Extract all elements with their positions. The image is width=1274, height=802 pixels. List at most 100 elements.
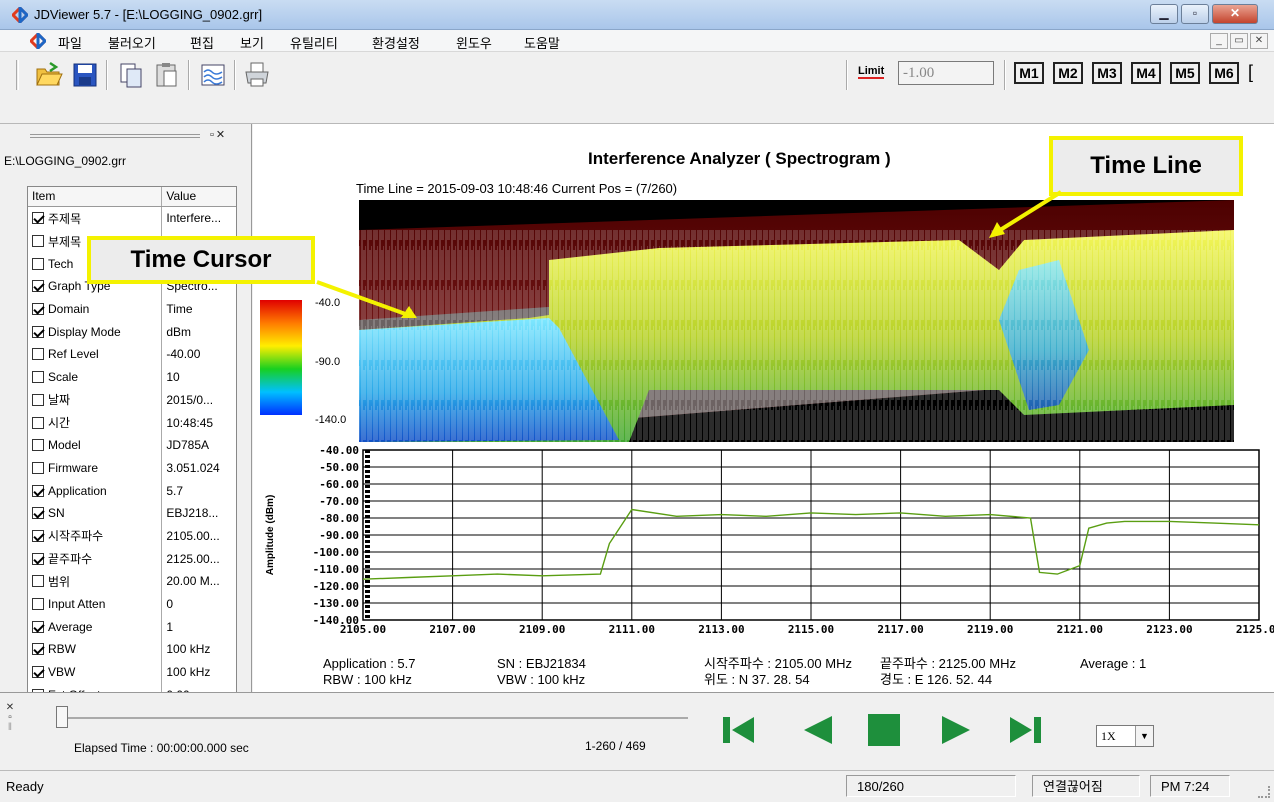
step-back-icon[interactable] bbox=[800, 713, 836, 747]
property-row[interactable]: Average 1 bbox=[28, 615, 236, 639]
open-folder-icon[interactable] bbox=[34, 60, 64, 90]
property-row[interactable]: Firmware 3.051.024 bbox=[28, 456, 236, 480]
property-checkbox[interactable] bbox=[32, 666, 44, 679]
property-checkbox[interactable] bbox=[32, 348, 44, 361]
copy-icon[interactable] bbox=[116, 60, 146, 90]
property-label: RBW bbox=[48, 642, 76, 657]
play-icon[interactable] bbox=[938, 713, 974, 747]
time-slider-track[interactable] bbox=[60, 717, 688, 719]
property-row[interactable]: SN EBJ218... bbox=[28, 501, 236, 525]
menu-settings[interactable]: 환경설정 bbox=[372, 36, 420, 51]
property-row[interactable]: 시작주파수 2105.00... bbox=[28, 524, 236, 548]
mdi-close-button[interactable]: ✕ bbox=[1250, 33, 1268, 49]
property-checkbox[interactable] bbox=[32, 393, 44, 406]
speed-value: 1X bbox=[1101, 729, 1116, 743]
mdi-restore-button[interactable]: ▭ bbox=[1230, 33, 1248, 49]
property-value: 0.00 bbox=[162, 683, 236, 692]
paste-icon[interactable] bbox=[152, 60, 182, 90]
property-checkbox[interactable] bbox=[32, 461, 44, 474]
time-marker-tick bbox=[365, 450, 370, 453]
spectrogram-3d[interactable] bbox=[359, 200, 1234, 442]
property-checkbox[interactable] bbox=[32, 643, 44, 656]
menu-import[interactable]: 불러오기 bbox=[108, 36, 156, 51]
property-checkbox[interactable] bbox=[32, 507, 44, 520]
minimize-button[interactable]: ▁ bbox=[1150, 4, 1178, 24]
time-line-callout: Time Line bbox=[1049, 136, 1243, 196]
property-checkbox[interactable] bbox=[32, 439, 44, 452]
property-row[interactable]: 날짜 2015/0... bbox=[28, 388, 236, 412]
property-checkbox[interactable] bbox=[32, 280, 44, 293]
property-checkbox[interactable] bbox=[32, 529, 44, 542]
property-row[interactable]: 시간 10:48:45 bbox=[28, 411, 236, 434]
property-checkbox[interactable] bbox=[32, 235, 44, 248]
toolbar-separator bbox=[234, 60, 236, 90]
print-icon[interactable] bbox=[242, 60, 272, 90]
marker-m2-button[interactable]: M2 bbox=[1053, 62, 1083, 84]
skip-first-icon[interactable] bbox=[720, 713, 756, 747]
menu-window[interactable]: 윈도우 bbox=[456, 36, 492, 51]
property-row[interactable]: Domain Time bbox=[28, 297, 236, 321]
panel-controls[interactable]: ▫✕ bbox=[210, 129, 228, 141]
time-slider-thumb[interactable] bbox=[56, 706, 68, 728]
property-row[interactable]: Ext Offset 0.00 bbox=[28, 683, 236, 692]
time-marker-tick bbox=[365, 455, 370, 458]
property-checkbox[interactable] bbox=[32, 303, 44, 316]
menu-help[interactable]: 도움말 bbox=[524, 36, 560, 51]
property-row[interactable]: VBW 100 kHz bbox=[28, 660, 236, 684]
property-row[interactable]: Scale 10 bbox=[28, 365, 236, 389]
property-checkbox[interactable] bbox=[32, 257, 44, 270]
property-checkbox[interactable] bbox=[32, 598, 44, 611]
menu-view[interactable]: 보기 bbox=[240, 36, 264, 51]
maximize-button[interactable]: ▫ bbox=[1181, 4, 1209, 24]
stop-icon[interactable] bbox=[866, 713, 902, 747]
property-checkbox[interactable] bbox=[32, 552, 44, 565]
property-checkbox[interactable] bbox=[32, 325, 44, 338]
property-row[interactable]: Display Mode dBm bbox=[28, 320, 236, 344]
menu-file[interactable]: 파일 bbox=[58, 36, 82, 51]
property-item: Tech bbox=[28, 252, 163, 276]
marker-m6-button[interactable]: M6 bbox=[1209, 62, 1239, 84]
property-row[interactable]: Application 5.7 bbox=[28, 479, 236, 502]
resize-grip[interactable] bbox=[1258, 786, 1270, 798]
property-row[interactable]: RBW 100 kHz bbox=[28, 638, 236, 661]
property-row[interactable]: 주제목 Interfere... bbox=[28, 207, 236, 230]
property-checkbox[interactable] bbox=[32, 484, 44, 497]
property-checkbox[interactable] bbox=[32, 620, 44, 633]
chevron-down-icon[interactable]: ▼ bbox=[1135, 726, 1153, 746]
property-row[interactable]: 끝주파수 2125.00... bbox=[28, 547, 236, 570]
menu-edit[interactable]: 편집 bbox=[190, 36, 214, 51]
mdi-minimize-button[interactable]: _ bbox=[1210, 33, 1228, 49]
property-label: 범위 bbox=[48, 574, 71, 589]
marker-m5-button[interactable]: M5 bbox=[1170, 62, 1200, 84]
info-stop-lon: 끝주파수 : 2125.00 MHz 경도 : E 126. 52. 44 bbox=[880, 656, 1016, 687]
amplitude-chart[interactable]: -40.00 -50.00 -60.00 -70.00 -80.00 -90.00 -100… bbox=[253, 444, 1274, 634]
property-checkbox[interactable] bbox=[32, 688, 44, 692]
property-row[interactable]: Model JD785A bbox=[28, 433, 236, 457]
property-row[interactable]: Input Atten 0 bbox=[28, 592, 236, 616]
limit-input[interactable]: -1.00 bbox=[898, 61, 994, 85]
close-button[interactable]: ✕ bbox=[1212, 4, 1258, 24]
save-icon[interactable] bbox=[70, 60, 100, 90]
menu-utility[interactable]: 유틸리티 bbox=[290, 36, 338, 51]
x-tick-label: 2123.00 bbox=[1146, 623, 1192, 634]
marker-m3-button[interactable]: M3 bbox=[1092, 62, 1122, 84]
marker-m1-button[interactable]: M1 bbox=[1014, 62, 1044, 84]
property-checkbox[interactable] bbox=[32, 212, 44, 225]
property-checkbox[interactable] bbox=[32, 416, 44, 429]
panel-grip[interactable] bbox=[30, 134, 200, 138]
property-checkbox[interactable] bbox=[32, 371, 44, 384]
property-row[interactable]: Tech bbox=[28, 252, 236, 276]
menu-bar: 파일 불러오기 편집 보기 유틸리티 환경설정 윈도우 도움말 _ ▭ ✕ bbox=[0, 30, 1274, 52]
skip-last-icon[interactable] bbox=[1008, 713, 1044, 747]
property-row[interactable]: 범위 20.00 M... bbox=[28, 570, 236, 593]
toolbar-grip[interactable] bbox=[16, 60, 19, 90]
marker-m4-button[interactable]: M4 bbox=[1131, 62, 1161, 84]
app-menu-icon[interactable] bbox=[30, 33, 46, 49]
property-checkbox[interactable] bbox=[32, 575, 44, 588]
panel-side-controls[interactable]: ✕ ▫ ‖ bbox=[5, 702, 15, 733]
speed-select[interactable]: 1X ▼ bbox=[1096, 725, 1154, 747]
properties-panel: ▫✕ E:\LOGGING_0902.grr Item Value 주제목 Int… bbox=[0, 124, 252, 692]
property-value: 2125.00... bbox=[166, 551, 220, 566]
graph-view-icon[interactable] bbox=[198, 60, 228, 90]
property-row[interactable]: Ref Level -40.00 bbox=[28, 343, 236, 366]
